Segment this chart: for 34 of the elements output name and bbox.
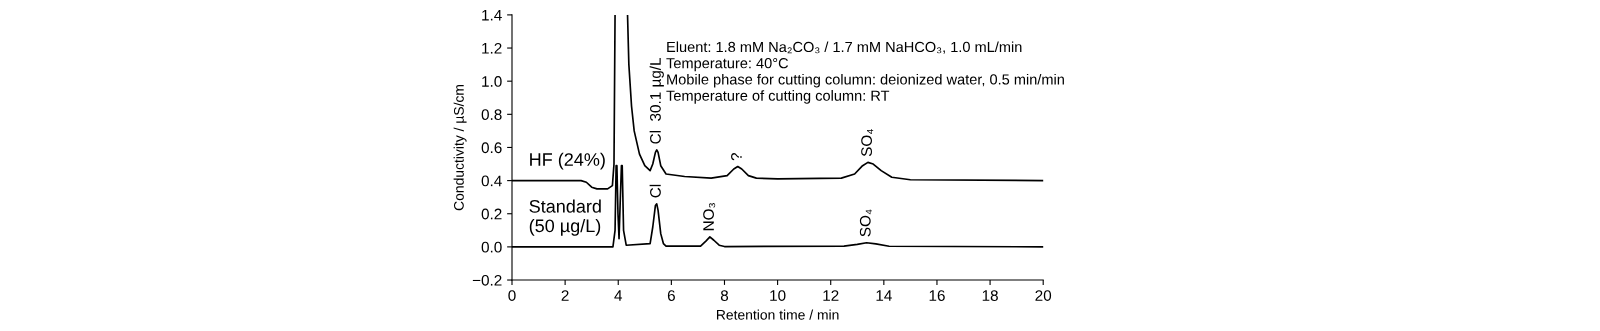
x-axis-title: Retention time / min [716,309,839,320]
y-axis-title: Conductivity / µS/cm [453,84,467,211]
y-tick-label: 0.8 [481,109,502,121]
annotation: ? [731,153,742,161]
annotation: Cl [649,184,661,198]
y-tick-label: 0.4 [481,175,502,187]
x-tick-label: 18 [982,290,998,301]
series-label: Standard (50 µg/L) [529,199,601,236]
y-tick-label: 0.6 [481,142,502,154]
x-tick-label: 10 [770,290,786,301]
x-tick-label: 4 [614,290,623,301]
y-tick-label: 0.0 [481,241,502,253]
x-tick-label: 20 [1035,290,1052,301]
x-tick-label: 12 [823,290,839,301]
annotation: Temperature: 40°C [666,58,789,72]
series-label: HF (24%) [530,152,605,170]
x-tick-label: 6 [667,290,675,301]
x-tick-label: 16 [929,290,945,301]
x-tick-label: 2 [561,290,569,301]
annotation: SO₄ [859,209,872,237]
annotation: Mobile phase for cutting column: deionized water, 0.5 min/min [667,73,1064,88]
annotation: SO₄ [861,129,874,157]
y-tick-label: 0.2 [481,208,502,220]
annotation: Cl 30.1 µg/L [649,57,664,144]
x-tick-label: 14 [876,290,892,301]
y-tick-label: 1.2 [482,42,502,54]
annotation: Temperature of cutting column: RT [666,90,890,104]
x-tick-label: 0 [508,290,516,301]
y-tick-label: 1.0 [482,76,502,87]
annotation: NO₃ [703,203,716,231]
annotation: Eluent: 1.8 mM Na₂CO₃ / 1.7 mM NaHCO₃, 1.0 mL/min [667,41,1022,54]
y-tick-label: 1.4 [482,9,502,21]
x-tick-label: 8 [720,290,729,301]
y-tick-label: −0.2 [472,274,502,286]
